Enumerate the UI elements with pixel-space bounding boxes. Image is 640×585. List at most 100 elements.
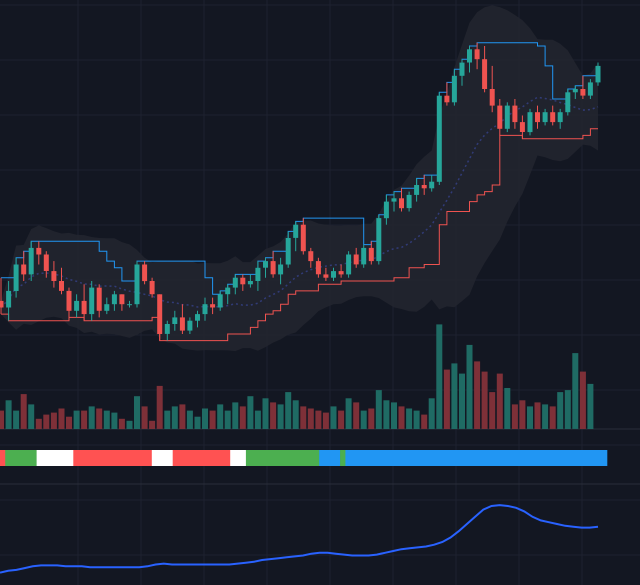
volume-bar bbox=[353, 402, 360, 429]
candle-body bbox=[399, 198, 404, 209]
candle-body bbox=[361, 247, 367, 265]
candle-body bbox=[28, 247, 34, 275]
volume-bar bbox=[345, 398, 352, 429]
candle-body bbox=[21, 264, 27, 275]
volume-bar bbox=[217, 404, 224, 429]
candle-body bbox=[436, 95, 442, 182]
volume-bar bbox=[504, 388, 511, 429]
candle-body bbox=[111, 294, 117, 305]
candle-body bbox=[6, 290, 12, 308]
candle-body bbox=[0, 300, 4, 308]
regime-segment-green bbox=[245, 450, 320, 466]
candle-body bbox=[595, 65, 601, 83]
candle-body bbox=[81, 300, 87, 315]
candle-body bbox=[89, 287, 95, 315]
regime-segment-red bbox=[172, 450, 231, 466]
candle-body bbox=[270, 261, 276, 275]
regime-segment-red bbox=[0, 450, 6, 466]
volume-bar bbox=[232, 402, 239, 429]
volume-bar bbox=[13, 410, 20, 429]
volume-bar bbox=[247, 396, 254, 429]
regime-segment-green bbox=[5, 450, 37, 466]
candle-body bbox=[59, 281, 64, 291]
candle-body bbox=[142, 264, 148, 282]
candle-body bbox=[36, 247, 42, 255]
volatility-band bbox=[1, 5, 598, 352]
regime-segment-white bbox=[230, 450, 247, 466]
volume-bar bbox=[587, 383, 594, 429]
volume-bar bbox=[209, 410, 216, 429]
candle-body bbox=[587, 82, 593, 96]
volume-bar bbox=[156, 385, 163, 429]
volume-bar bbox=[398, 406, 405, 429]
candle-body bbox=[550, 112, 556, 123]
volume-bar bbox=[28, 404, 35, 429]
volume-bar bbox=[186, 410, 193, 429]
volume-bar bbox=[171, 406, 178, 429]
oscillator-line bbox=[0, 504, 599, 574]
candle-body bbox=[51, 271, 57, 281]
volume-bar bbox=[149, 420, 156, 429]
candle-body bbox=[489, 89, 495, 106]
oscillator-layer bbox=[0, 504, 599, 574]
candle-body bbox=[391, 198, 397, 202]
volume-bar bbox=[474, 361, 481, 429]
candle-body bbox=[519, 122, 525, 132]
volume-bar bbox=[202, 408, 208, 429]
volume-bar bbox=[50, 412, 57, 429]
candle-body bbox=[240, 277, 246, 285]
candle-body bbox=[331, 271, 336, 278]
volume-bar bbox=[383, 400, 390, 429]
candle-body bbox=[285, 238, 291, 265]
volume-bar bbox=[270, 402, 277, 429]
volume-bar bbox=[375, 390, 382, 429]
candle-body bbox=[580, 89, 586, 96]
volume-bar bbox=[330, 406, 337, 429]
regime-segment-blue bbox=[345, 450, 608, 466]
volume-bar bbox=[519, 400, 526, 429]
candle-body bbox=[300, 224, 306, 252]
candle-body bbox=[157, 294, 163, 334]
candle-body bbox=[459, 62, 465, 76]
volume-bar bbox=[300, 406, 307, 429]
candle-body bbox=[474, 49, 480, 60]
volume-bar bbox=[43, 414, 50, 429]
regime-segment-white bbox=[151, 450, 173, 466]
candle-body bbox=[43, 254, 49, 271]
volume-bar bbox=[315, 410, 322, 429]
volume-bar bbox=[103, 410, 110, 429]
volume-bar bbox=[489, 392, 496, 429]
volume-bar bbox=[466, 344, 473, 429]
volume-bar bbox=[322, 412, 329, 429]
candle-body bbox=[535, 112, 540, 123]
candle-body bbox=[225, 287, 231, 295]
candle-body bbox=[179, 317, 185, 331]
candle-body bbox=[444, 95, 450, 103]
candle-layer bbox=[0, 42, 601, 341]
candle-body bbox=[164, 324, 170, 334]
candle-body bbox=[406, 194, 412, 209]
channel-layer bbox=[1, 42, 599, 342]
regime-segment-green bbox=[340, 450, 346, 466]
candle-body bbox=[512, 105, 518, 123]
volume-bar bbox=[572, 353, 579, 429]
candle-body bbox=[451, 75, 457, 103]
candle-body bbox=[247, 281, 253, 285]
candle-body bbox=[119, 294, 125, 305]
candle-body bbox=[308, 251, 314, 262]
volume-bar bbox=[254, 410, 261, 429]
volume-bar bbox=[0, 410, 4, 429]
candle-body bbox=[66, 290, 72, 311]
volume-bar bbox=[542, 404, 549, 429]
volume-bar bbox=[285, 392, 292, 429]
candle-body bbox=[149, 281, 155, 295]
volume-bar bbox=[118, 418, 125, 430]
regime-layer bbox=[0, 450, 608, 466]
candle-body bbox=[414, 185, 420, 195]
candle-body bbox=[497, 105, 503, 129]
volume-bar bbox=[66, 416, 72, 429]
volume-bar bbox=[421, 414, 428, 429]
candle-body bbox=[527, 112, 533, 133]
volume-bar bbox=[179, 404, 186, 429]
